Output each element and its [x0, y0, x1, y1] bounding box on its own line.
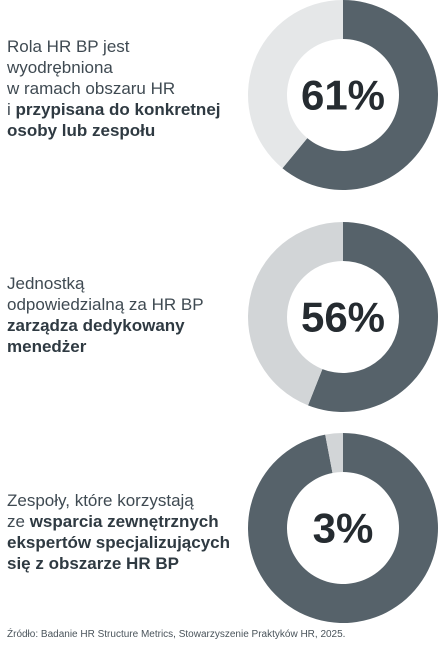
stat-label-text: ze [7, 512, 30, 531]
stat-label-emphasis: osoby lub zespołu [7, 121, 156, 140]
stat-label-text: w ramach obszaru HR [7, 79, 176, 98]
stat-label-line: ze wsparcia zewnętrznych [7, 511, 247, 532]
stat-label-line: menedżer [7, 336, 247, 357]
stat-label-text: Rola HR BP jest [7, 37, 130, 56]
stat-row-2: Jednostką odpowiedzialną za HR BP zarządza… [0, 208, 448, 418]
donut-remainder-slice [248, 433, 438, 623]
stat-label-emphasis: zarządza dedykowany [7, 316, 185, 335]
donut-highlight-slice [325, 433, 343, 473]
stat-label-line: w ramach obszaru HR [7, 78, 247, 99]
stat-label-line: Jednostką [7, 273, 247, 294]
donut-remainder-slice [247, 222, 343, 406]
donut-chart-2: 56% [247, 222, 438, 412]
donut-highlight-slice [308, 222, 438, 412]
stat-label-text: i [7, 100, 16, 119]
stat-label-line: się z obszarze HR BP [7, 553, 247, 574]
stat-label-emphasis: menedżer [7, 337, 87, 356]
stat-label-line: i przypisana do konkretnej [7, 99, 247, 120]
stat-label-line: Rola HR BP jest [7, 36, 247, 57]
stat-label-line: odpowiedzialną za HR BP [7, 294, 247, 315]
stat-label-text: Zespoły, które korzystają [7, 491, 194, 510]
stat-label-emphasis: się z obszarze HR BP [7, 554, 179, 573]
stat-label-emphasis: przypisana do konkretnej [15, 100, 221, 119]
donut-chart-3: 3% [248, 433, 438, 623]
stat-label-emphasis: wsparcia zewnętrznych [29, 512, 219, 531]
stat-row-1: Rola HR BP jest wyodrębniona w ramach obsz… [0, 0, 448, 200]
stat-row-3: Zespoły, które korzystają ze wsparcia zew… [0, 420, 448, 625]
stat-label-text: wyodrębniona [7, 58, 113, 77]
donut-chart-1: 61% [247, 0, 438, 191]
stat-label-1: Rola HR BP jest wyodrębniona w ramach obsz… [7, 36, 247, 141]
stat-label-2: Jednostką odpowiedzialną za HR BP zarządza… [7, 273, 247, 357]
stat-label-line: Zespoły, które korzystają [7, 490, 247, 511]
stat-label-line: osoby lub zespołu [7, 120, 247, 141]
donut-remainder-slice [247, 0, 343, 169]
stat-label-emphasis: ekspertów specjalizujących [7, 533, 230, 552]
donut-highlight-slice [282, 0, 438, 191]
stat-label-line: ekspertów specjalizujących [7, 532, 247, 553]
stat-label-3: Zespoły, które korzystają ze wsparcia zew… [7, 490, 247, 574]
stat-label-line: zarządza dedykowany [7, 315, 247, 336]
donut-value-2: 56% [301, 294, 385, 341]
donut-value-1: 61% [301, 72, 385, 119]
source-note: Źródło: Badanie HR Structure Metrics, St… [7, 629, 346, 640]
stat-label-text: odpowiedzialną za HR BP [7, 295, 204, 314]
stat-label-text: Jednostką [7, 274, 85, 293]
stat-label-line: wyodrębniona [7, 57, 247, 78]
donut-value-3: 3% [313, 505, 374, 552]
